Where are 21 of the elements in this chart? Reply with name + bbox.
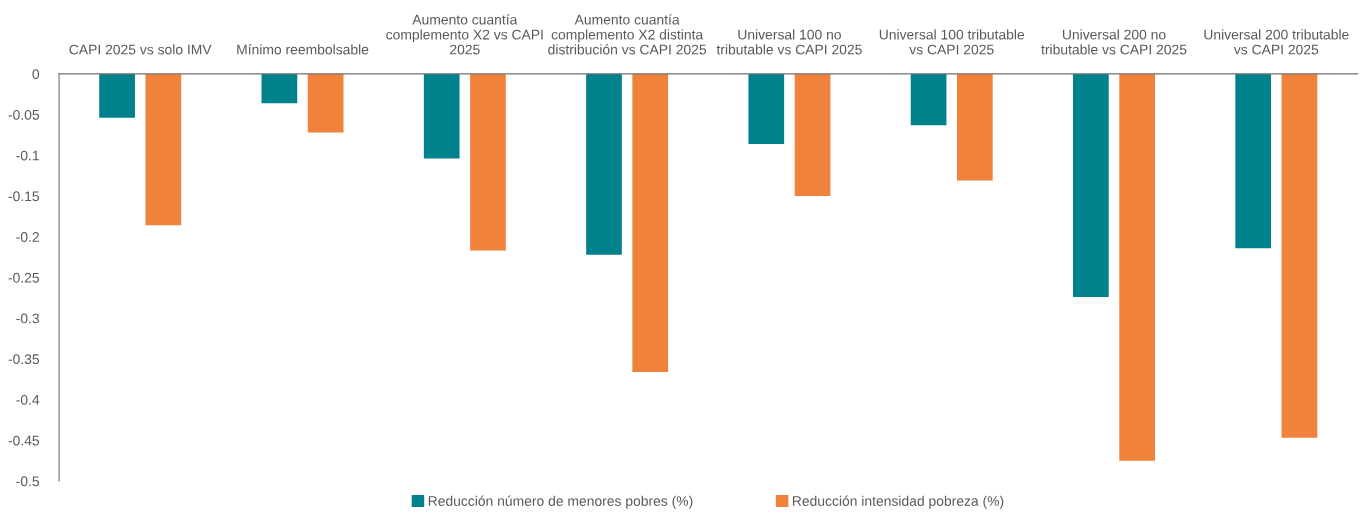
y-tick-label: -0.45 bbox=[8, 435, 40, 446]
y-tick-label: -0.35 bbox=[8, 354, 40, 365]
y-tick-label: 0 bbox=[32, 69, 40, 80]
y-tick-label: -0.4 bbox=[16, 394, 40, 405]
legend-label: Reducción intensidad pobreza (%) bbox=[792, 495, 1004, 509]
y-tick-label: -0.15 bbox=[8, 191, 40, 202]
y-tick-label: -0.25 bbox=[8, 272, 40, 283]
x-tick-label: Aumento cuantía complemento X2 vs CAPI 2025 bbox=[386, 14, 543, 55]
y-tick-label: -0.5 bbox=[16, 476, 40, 487]
x-tick-label: CAPI 2025 vs solo IMV bbox=[69, 44, 212, 55]
y-tick-label: -0.3 bbox=[16, 313, 40, 324]
y-tick-label: -0.2 bbox=[16, 232, 39, 242]
x-tick-label: Universal 100 tributable vs CAPI 2025 bbox=[879, 29, 1025, 55]
x-tick-label: Universal 200 tributable vs CAPI 2025 bbox=[1204, 29, 1349, 55]
y-tick-label: -0.05 bbox=[8, 109, 40, 120]
x-tick-label: Aumento cuantía complemento X2 distinta distribución vs CAPI 2025 bbox=[548, 14, 707, 55]
y-tick-label: -0.1 bbox=[16, 150, 39, 161]
x-tick-label: Universal 100 no tributable vs CAPI 2025 bbox=[716, 29, 862, 55]
x-tick-label: Mínimo reembolsable bbox=[237, 44, 369, 55]
legend-label: Reducción número de menores pobres (%) bbox=[428, 495, 693, 509]
x-tick-label: Universal 200 no tributable vs CAPI 2025 bbox=[1041, 29, 1187, 55]
